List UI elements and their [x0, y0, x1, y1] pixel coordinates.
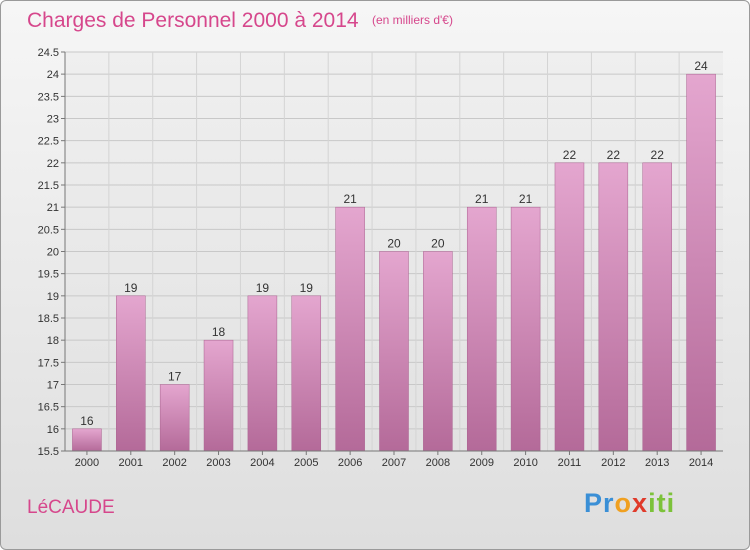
y-tick-label: 23.5	[38, 91, 59, 103]
data-label-2003: 18	[212, 325, 226, 339]
data-label-2013: 22	[651, 148, 665, 162]
bar-2011	[554, 162, 585, 452]
bar-2005	[291, 295, 322, 452]
bar-2012	[598, 162, 629, 452]
y-tick-label: 20	[47, 247, 59, 259]
bar-2004	[247, 295, 278, 452]
logo-letter: o	[614, 488, 633, 518]
bar-2006	[335, 206, 365, 452]
data-label-2002: 17	[168, 370, 182, 384]
y-tick-label: 18.5	[38, 313, 59, 325]
data-label-2006: 21	[343, 192, 357, 206]
data-label-2000: 16	[80, 414, 94, 428]
bar-2013	[642, 162, 672, 452]
commune-name: LéCAUDE	[27, 497, 115, 518]
bar-2009	[466, 206, 497, 452]
x-tick-label: 2009	[469, 457, 493, 469]
y-tick-label: 16.5	[38, 402, 59, 414]
y-tick-label: 15.5	[38, 446, 59, 458]
data-label-2005: 19	[300, 281, 314, 295]
x-tick-label: 2004	[250, 457, 274, 469]
x-tick-label: 2003	[206, 457, 230, 469]
x-tick-label: 2011	[558, 457, 582, 469]
y-tick-label: 21.5	[38, 180, 59, 192]
y-tick-label: 20.5	[38, 224, 59, 236]
y-tick-label: 16	[47, 424, 59, 436]
x-tick-label: 2001	[119, 457, 143, 469]
x-tick-label: 2013	[645, 457, 669, 469]
bar-2010	[510, 206, 541, 452]
x-tick-label: 2012	[601, 457, 625, 469]
y-tick-label: 24	[47, 69, 59, 81]
x-tick-label: 2010	[513, 457, 537, 469]
proxiti-logo: Proxiti	[584, 488, 675, 519]
logo-letter: P	[584, 488, 604, 518]
data-label-2008: 20	[431, 237, 445, 251]
x-tick-label: 2008	[426, 457, 450, 469]
y-tick-label: 23	[47, 114, 59, 126]
chart-title: Charges de Personnel 2000 à 2014	[27, 9, 359, 32]
bar-2001	[116, 295, 146, 452]
data-label-2007: 20	[387, 237, 401, 251]
logo-letter: i	[648, 488, 657, 518]
data-label-2009: 21	[475, 192, 489, 206]
bar-2003	[203, 339, 234, 452]
bar-2007	[379, 251, 409, 452]
y-tick-label: 24.5	[38, 47, 59, 59]
logo-letter: t	[656, 488, 667, 518]
data-label-2004: 19	[256, 281, 270, 295]
y-tick-label: 18	[47, 335, 59, 347]
x-tick-label: 2006	[338, 457, 362, 469]
y-tick-label: 19	[47, 291, 59, 303]
data-label-2010: 21	[519, 192, 533, 206]
bar-2000	[72, 428, 102, 452]
bar-2002	[159, 384, 190, 452]
x-tick-label: 2002	[162, 457, 186, 469]
y-tick-label: 19.5	[38, 269, 59, 281]
y-tick-label: 21	[47, 202, 59, 214]
logo-letter: x	[632, 488, 649, 518]
y-tick-label: 17	[47, 380, 59, 392]
x-tick-label: 2007	[382, 457, 406, 469]
chart-subtitle: (en milliers d'€)	[372, 13, 453, 27]
data-label-2001: 19	[124, 281, 138, 295]
x-tick-label: 2014	[689, 457, 713, 469]
y-tick-label: 17.5	[38, 357, 59, 369]
data-label-2011: 22	[563, 148, 577, 162]
y-tick-label: 22.5	[38, 136, 59, 148]
y-tick-label: 22	[47, 158, 59, 170]
logo-letter: i	[666, 488, 676, 518]
x-tick-label: 2000	[75, 457, 99, 469]
data-label-2014: 24	[694, 59, 708, 73]
data-label-2012: 22	[607, 148, 621, 162]
bar-2008	[423, 251, 453, 452]
logo-letter: r	[603, 488, 615, 518]
bar-2014	[686, 73, 716, 452]
x-tick-label: 2005	[294, 457, 318, 469]
